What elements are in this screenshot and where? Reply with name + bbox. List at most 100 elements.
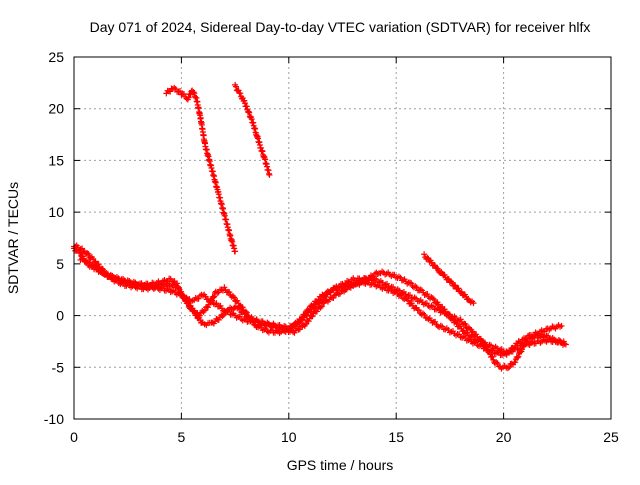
- data-point: [301, 312, 308, 319]
- data-point: [330, 295, 337, 302]
- series-track-d: [163, 84, 239, 255]
- data-point: [447, 278, 454, 285]
- data-point: [558, 322, 565, 329]
- chart-title: Day 071 of 2024, Sidereal Day-to-day VTE…: [90, 19, 591, 35]
- data-point: [455, 285, 462, 292]
- data-point: [374, 270, 381, 277]
- data-point: [435, 265, 442, 272]
- data-point: [512, 359, 519, 366]
- data-point: [434, 265, 441, 272]
- data-point: [171, 84, 178, 91]
- y-tick-label: 10: [48, 204, 64, 220]
- data-point: [243, 309, 250, 316]
- data-point: [445, 311, 452, 318]
- data-point: [309, 313, 316, 320]
- data-point: [231, 294, 238, 301]
- data-point: [489, 353, 496, 360]
- x-tick-label: 20: [496, 429, 512, 445]
- data-point: [518, 339, 525, 346]
- series-track-b: [71, 242, 569, 359]
- data-point: [243, 103, 250, 110]
- data-point: [201, 307, 208, 314]
- data-point: [190, 89, 197, 96]
- data-point: [334, 289, 341, 296]
- data-point: [457, 316, 464, 323]
- series-track-e: [232, 81, 273, 178]
- data-point: [405, 297, 412, 304]
- data-point: [441, 306, 448, 313]
- data-point: [239, 304, 246, 311]
- data-series: [71, 81, 569, 372]
- data-point: [246, 109, 253, 116]
- data-point: [523, 335, 530, 342]
- data-point: [108, 275, 115, 282]
- data-point: [322, 292, 329, 299]
- x-tick-label: 0: [70, 429, 78, 445]
- data-point: [412, 283, 419, 290]
- data-point: [229, 292, 236, 299]
- y-tick-label: 20: [48, 101, 64, 117]
- y-tick-label: 15: [48, 152, 64, 168]
- data-point: [90, 261, 97, 268]
- y-axis-label: SDTVAR / TECUs: [5, 182, 21, 294]
- data-point: [461, 330, 468, 337]
- data-point: [458, 288, 465, 295]
- data-point: [219, 287, 226, 294]
- data-point: [92, 258, 99, 265]
- data-point: [468, 332, 475, 339]
- data-point: [232, 83, 239, 90]
- data-point: [296, 326, 303, 333]
- data-point: [406, 279, 413, 286]
- data-point: [184, 299, 191, 306]
- data-point: [462, 321, 469, 328]
- data-point: [335, 291, 342, 298]
- data-point: [353, 281, 360, 288]
- data-point: [507, 348, 514, 355]
- x-axis-label: GPS time / hours: [287, 457, 394, 473]
- data-point: [449, 279, 456, 286]
- data-point: [215, 316, 222, 323]
- x-tick-label: 25: [603, 429, 619, 445]
- data-point: [314, 298, 321, 305]
- data-point: [417, 286, 424, 293]
- data-point: [421, 291, 428, 298]
- data-point: [420, 310, 427, 317]
- data-point: [515, 338, 522, 345]
- data-point: [266, 171, 273, 178]
- data-point: [245, 108, 252, 115]
- data-point: [219, 313, 226, 320]
- data-point: [182, 295, 189, 302]
- data-point: [241, 100, 248, 107]
- data-point: [429, 319, 436, 326]
- data-point: [298, 316, 305, 323]
- data-point: [400, 277, 407, 284]
- data-point: [424, 291, 431, 298]
- data-point: [200, 308, 207, 315]
- data-point: [431, 262, 438, 269]
- data-point: [310, 301, 317, 308]
- data-point: [424, 254, 431, 261]
- data-point: [96, 265, 103, 272]
- data-point: [430, 296, 437, 303]
- data-point: [213, 300, 220, 307]
- data-point: [248, 116, 255, 123]
- data-point: [72, 243, 79, 250]
- data-point: [421, 251, 428, 258]
- data-point: [469, 328, 476, 335]
- data-point: [176, 87, 183, 94]
- y-tick-label: 5: [56, 256, 64, 272]
- data-point: [393, 288, 400, 295]
- data-point: [84, 249, 91, 256]
- data-point: [175, 285, 182, 292]
- plot-frame: [73, 56, 612, 420]
- data-point: [256, 321, 263, 328]
- data-point: [452, 282, 459, 289]
- data-point: [318, 303, 325, 310]
- data-point: [515, 353, 522, 360]
- data-point: [408, 300, 415, 307]
- data-point: [470, 300, 477, 307]
- data-point: [242, 308, 249, 315]
- series-track-c: [77, 255, 565, 356]
